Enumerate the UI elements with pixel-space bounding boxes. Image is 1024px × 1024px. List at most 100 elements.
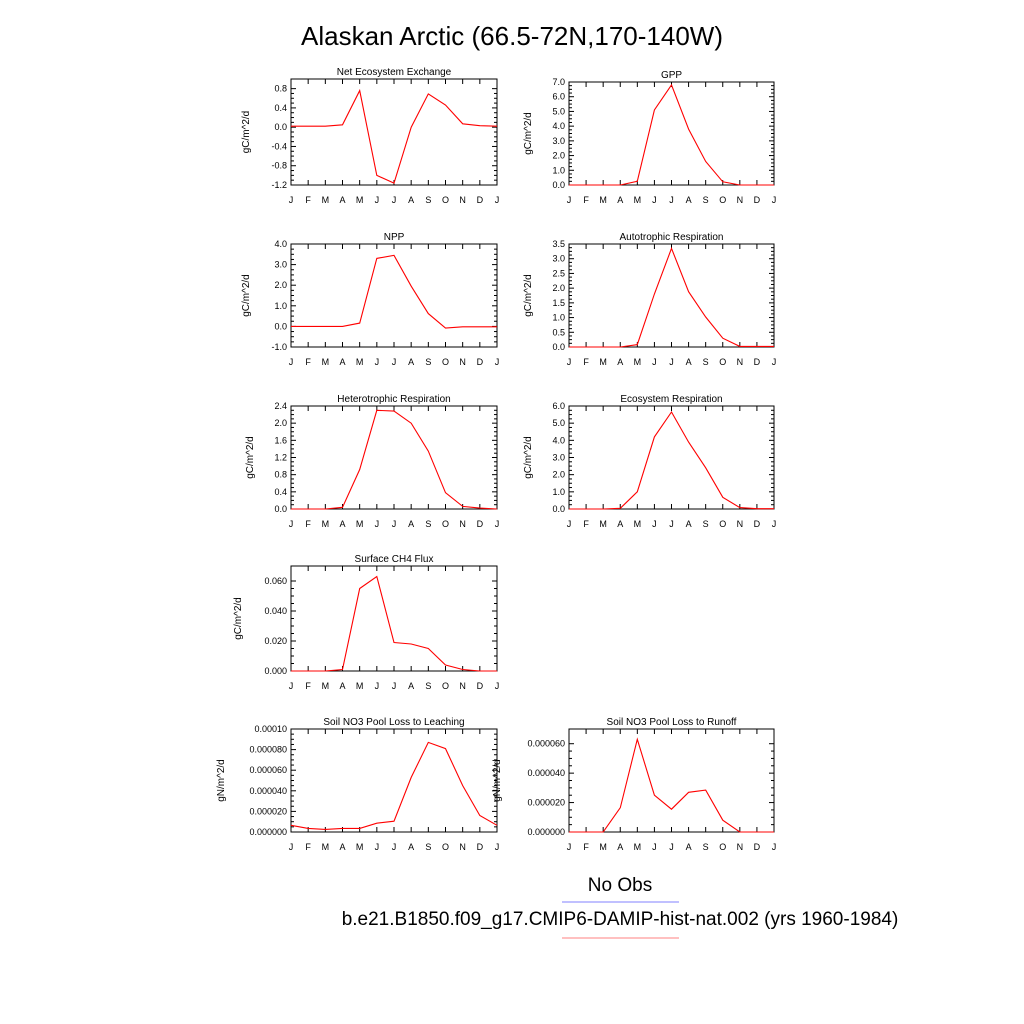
x-tick-label: J	[289, 195, 294, 205]
x-tick-label: F	[583, 357, 589, 367]
x-tick-label: F	[305, 195, 311, 205]
x-tick-label: D	[477, 519, 484, 529]
x-tick-label: J	[495, 681, 500, 691]
x-tick-label: A	[339, 681, 345, 691]
x-tick-label: M	[356, 195, 364, 205]
panel-3: J F M A M J J A S O N D J4.03.02.01.00.0-1.0NPPgC/m^…	[241, 232, 499, 367]
x-tick-label: N	[459, 519, 466, 529]
x-tick-label: D	[754, 842, 761, 852]
series-line	[291, 88, 498, 184]
x-tick-label: A	[617, 195, 623, 205]
x-tick-label: J	[652, 842, 657, 852]
x-tick-label: A	[408, 842, 414, 852]
x-tick-label: J	[652, 357, 657, 367]
panel-title: Ecosystem Respiration	[620, 394, 722, 405]
plot-frame	[290, 405, 498, 510]
x-tick-label: N	[737, 357, 744, 367]
x-tick-label: A	[686, 357, 692, 367]
x-tick-label: J	[495, 842, 500, 852]
x-tick-label: J	[567, 842, 572, 852]
x-tick-label: S	[425, 681, 431, 691]
x-tick-label: J	[289, 842, 294, 852]
y-tick-label: 6.0	[552, 92, 565, 102]
panel-title: Soil NO3 Pool Loss to Runoff	[607, 717, 737, 728]
x-tick-label: M	[322, 681, 330, 691]
x-tick-label: S	[703, 195, 709, 205]
y-tick-label: 1.5	[552, 298, 565, 308]
y-tick-label: 0.8	[274, 84, 287, 94]
x-tick-label: F	[305, 681, 311, 691]
x-tick-label: J	[772, 842, 777, 852]
x-tick-label: D	[477, 357, 484, 367]
figure-title: Alaskan Arctic (66.5-72N,170-140W)	[301, 21, 723, 51]
x-tick-label: A	[408, 681, 414, 691]
y-tick-label: 2.0	[552, 470, 565, 480]
y-tick-label: 0.000060	[249, 765, 287, 775]
panel-4: J F M A M J J A S O N D J3.53.02.52.01.51.00.50.0Aut…	[523, 232, 776, 367]
x-tick-label: J	[495, 357, 500, 367]
x-tick-label: M	[356, 519, 364, 529]
x-tick-label: M	[599, 195, 607, 205]
x-tick-label: N	[459, 842, 466, 852]
plot-frame	[568, 81, 775, 186]
x-tick-label: M	[634, 195, 642, 205]
x-tick-label: J	[495, 195, 500, 205]
y-tick-label: 0.0	[274, 321, 287, 331]
y-axis-label: gC/m^2/d	[241, 111, 252, 154]
legend-label-model: b.e21.B1850.f09_g17.CMIP6-DAMIP-hist-nat…	[342, 909, 899, 930]
series-line	[569, 83, 774, 186]
x-tick-label: F	[305, 842, 311, 852]
panel-title: Net Ecosystem Exchange	[337, 67, 452, 78]
y-tick-label: 4.0	[274, 239, 287, 249]
x-tick-label: J	[669, 195, 674, 205]
x-tick-label: O	[719, 842, 726, 852]
x-tick-label: J	[567, 195, 572, 205]
panel-title: NPP	[384, 232, 405, 243]
y-tick-label: -0.4	[271, 141, 287, 151]
x-tick-label: O	[719, 357, 726, 367]
panel-title: Surface CH4 Flux	[355, 554, 434, 565]
y-tick-label: 0.000040	[527, 768, 565, 778]
x-tick-label: A	[339, 842, 345, 852]
y-tick-label: 4.0	[552, 121, 565, 131]
x-tick-label: J	[392, 357, 397, 367]
series-line	[291, 575, 497, 672]
x-tick-label: A	[339, 519, 345, 529]
x-tick-label: O	[442, 357, 449, 367]
series-line	[569, 246, 774, 348]
x-tick-label: J	[567, 519, 572, 529]
y-tick-label: 0.0	[552, 180, 565, 190]
x-tick-label: O	[442, 842, 449, 852]
x-tick-label: J	[669, 842, 674, 852]
y-tick-label: 0.000000	[527, 827, 565, 837]
y-tick-label: 7.0	[552, 77, 565, 87]
y-tick-label: 2.5	[552, 268, 565, 278]
x-tick-label: A	[686, 842, 692, 852]
y-tick-label: 1.6	[274, 435, 287, 445]
y-axis-label: gC/m^2/d	[245, 436, 256, 479]
x-tick-label: N	[737, 195, 744, 205]
y-tick-label: 1.0	[274, 301, 287, 311]
x-tick-label: F	[305, 357, 311, 367]
legend-label-obs: No Obs	[588, 875, 652, 896]
x-tick-label: J	[289, 681, 294, 691]
x-tick-label: S	[703, 519, 709, 529]
y-tick-label: 6.0	[552, 401, 565, 411]
x-tick-label: J	[669, 357, 674, 367]
plot-frame	[568, 728, 775, 833]
y-tick-label: 3.0	[552, 254, 565, 264]
y-tick-label: 2.0	[552, 283, 565, 293]
x-tick-label: A	[617, 842, 623, 852]
y-tick-label: 2.0	[274, 280, 287, 290]
plot-frame	[290, 78, 498, 186]
panel-5: J F M A M J J A S O N D J2.42.01.61.20.80.40.0Hetero…	[245, 394, 499, 529]
y-tick-label: 1.0	[552, 165, 565, 175]
panel-title: Soil NO3 Pool Loss to Leaching	[323, 717, 464, 728]
x-tick-label: O	[719, 195, 726, 205]
y-tick-label: -1.0	[271, 342, 287, 352]
y-axis-label: gC/m^2/d	[523, 274, 534, 317]
y-tick-label: 0.5	[552, 327, 565, 337]
series-line	[291, 409, 498, 510]
x-tick-label: N	[459, 357, 466, 367]
y-tick-label: 0.020	[264, 636, 287, 646]
